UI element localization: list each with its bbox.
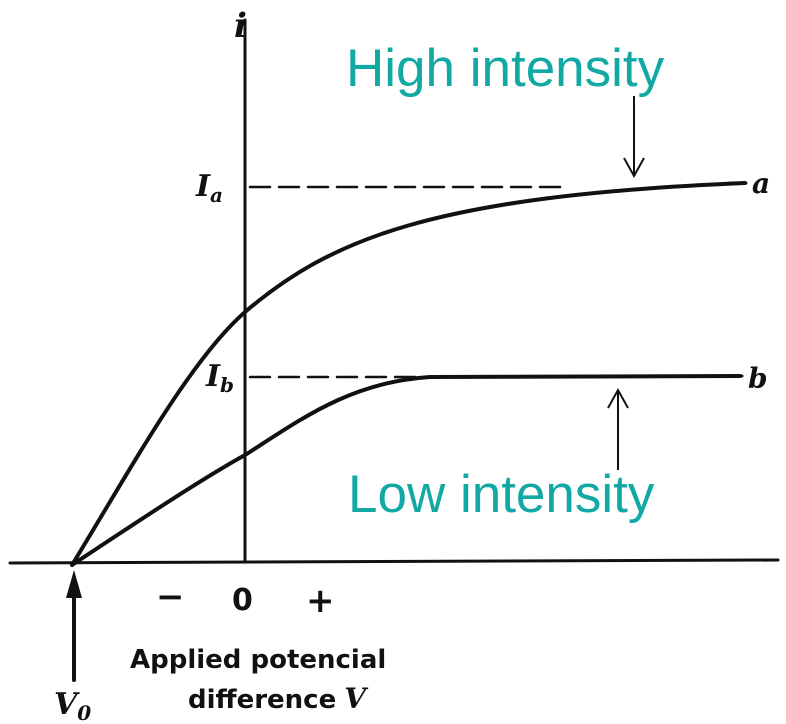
zero-label: 0 [232, 583, 253, 618]
curve-high-intensity [70, 181, 747, 567]
stopping-potential-label: V0 [54, 687, 91, 724]
curve-a-label: a [752, 167, 770, 200]
x-axis [8, 558, 780, 565]
high-intensity-arrow-head [623, 157, 645, 179]
level-b-label: Ib [205, 359, 234, 397]
curve-low-intensity [70, 374, 742, 567]
level-a-label: Ia [195, 169, 223, 207]
low-intensity-label: Low intensity [348, 465, 655, 524]
y-axis-label: i [234, 6, 247, 46]
plus-sign: + [306, 581, 335, 621]
x-caption-line1: Applied potencial [130, 645, 386, 675]
curve-b-label: b [748, 362, 768, 395]
stopping-arrow-head [66, 570, 82, 598]
minus-sign: − [156, 577, 185, 617]
x-caption-line2: difference V [188, 682, 369, 715]
high-intensity-label: High intensity [346, 39, 665, 98]
low-intensity-arrow-head [607, 387, 629, 409]
